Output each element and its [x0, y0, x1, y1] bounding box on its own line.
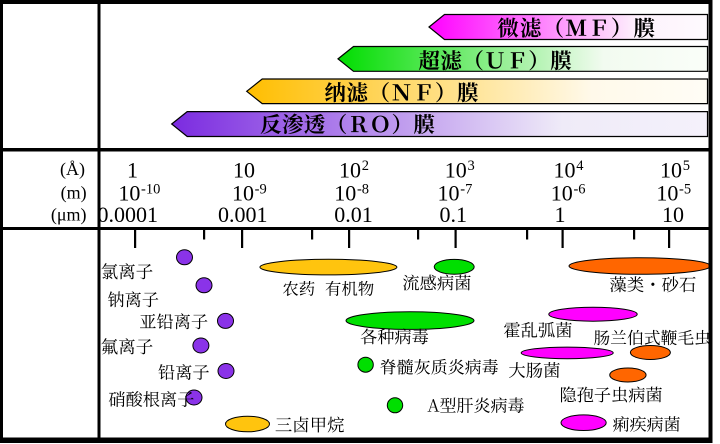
svg-text:(μm): (μm) [51, 204, 87, 225]
svg-text:10: 10 [438, 181, 460, 206]
svg-text:(Å): (Å) [60, 159, 85, 180]
svg-text:0.1: 0.1 [440, 202, 468, 227]
svg-text:10: 10 [233, 157, 255, 182]
svg-text:0.001: 0.001 [218, 202, 268, 227]
svg-text:10: 10 [551, 181, 573, 206]
svg-text:10: 10 [554, 157, 576, 182]
svg-text:1: 1 [127, 157, 138, 182]
svg-text:-5: -5 [679, 181, 691, 197]
svg-text:10: 10 [656, 181, 678, 206]
svg-text:5: 5 [683, 158, 690, 174]
svg-text:10: 10 [118, 181, 140, 206]
svg-text:10: 10 [662, 202, 684, 227]
svg-text:10: 10 [660, 157, 682, 182]
svg-text:2: 2 [362, 158, 369, 174]
svg-text:-6: -6 [573, 181, 585, 197]
svg-text:-10: -10 [141, 181, 160, 197]
svg-text:-9: -9 [255, 181, 267, 197]
svg-text:4: 4 [576, 158, 584, 174]
svg-text:-7: -7 [460, 181, 472, 197]
svg-text:10: 10 [445, 157, 467, 182]
svg-text:0.0001: 0.0001 [98, 202, 159, 227]
svg-text:(m): (m) [61, 183, 87, 204]
svg-text:-8: -8 [357, 181, 369, 197]
svg-text:10: 10 [339, 157, 361, 182]
svg-text:1: 1 [555, 202, 566, 227]
svg-text:10: 10 [334, 181, 356, 206]
svg-text:3: 3 [468, 158, 475, 174]
svg-text:10: 10 [232, 181, 254, 206]
svg-text:0.01: 0.01 [334, 202, 373, 227]
